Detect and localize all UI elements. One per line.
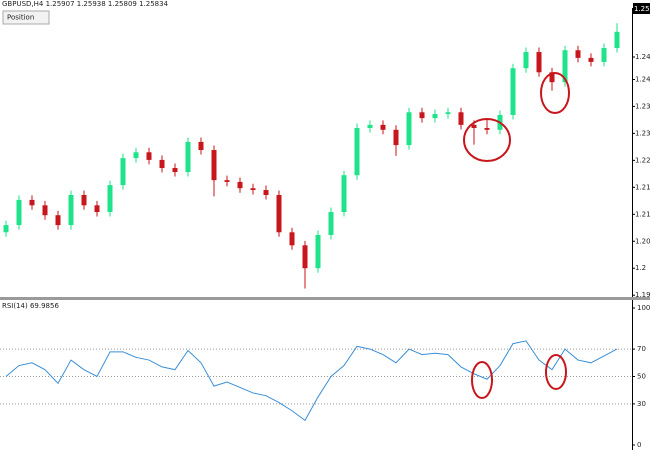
candle-body <box>588 57 594 62</box>
candle-body <box>419 112 425 119</box>
y-tick-label: 1.2 <box>635 264 646 272</box>
candle-body <box>536 52 542 73</box>
position-button[interactable] <box>2 10 50 25</box>
panel-separator <box>0 297 650 300</box>
candle-body <box>263 190 269 195</box>
candle-body <box>432 114 438 119</box>
y-tick-label: 1.218 <box>635 183 650 191</box>
candle-body <box>68 194 74 226</box>
rsi-line <box>5 340 618 422</box>
candle-body <box>601 48 607 62</box>
candle-body <box>471 124 477 129</box>
candle-body <box>484 128 490 130</box>
candle-body <box>367 124 373 129</box>
candle-body <box>250 188 256 191</box>
candle-body <box>172 168 178 173</box>
last-price-box <box>633 3 650 14</box>
y-tick-label: 1.194 <box>635 291 650 299</box>
y-tick-label: 1.247 <box>635 53 650 61</box>
last-price-label: 1.258 <box>634 5 650 13</box>
candle-body <box>29 199 35 206</box>
candle-body <box>458 112 464 125</box>
candle-body <box>445 112 451 115</box>
candle-body <box>549 72 555 83</box>
candle-body <box>523 52 529 69</box>
candle-body <box>276 194 282 233</box>
y-tick-label: 1.206 <box>635 237 650 245</box>
candle-body <box>107 185 113 213</box>
y-tick-label: 70 <box>637 345 646 353</box>
candle-body <box>315 234 321 269</box>
candle-body <box>55 215 61 226</box>
candle-body <box>146 152 152 160</box>
candle-body <box>302 245 308 269</box>
candle-body <box>341 175 347 213</box>
candle-body <box>94 205 100 213</box>
candle-body <box>614 31 620 49</box>
candle-body <box>3 225 9 233</box>
candle-body <box>562 50 568 83</box>
y-tick-label: 1.242 <box>635 75 650 83</box>
y-tick-label: 1.212 <box>635 210 650 218</box>
rsi-label: RSI(14) 69.9856 <box>2 302 59 310</box>
annotations <box>463 72 570 399</box>
y-tick-label: 1.23 <box>635 129 650 137</box>
highlight-circle <box>471 361 493 399</box>
candle-body <box>120 158 126 186</box>
candle-body <box>16 199 22 226</box>
y-tick-label: 0 <box>637 441 641 449</box>
candle-body <box>42 205 48 216</box>
y-tick-label: 30 <box>637 400 646 408</box>
y-tick-label: 50 <box>637 373 646 381</box>
highlight-circle <box>545 354 567 390</box>
symbol-header: GBPUSD,H4 1.25907 1.25938 1.25809 1.2583… <box>2 0 169 8</box>
y-tick-label: 1.236 <box>635 102 650 110</box>
y-tick-label: 1.224 <box>635 156 650 164</box>
highlight-circle <box>463 118 511 162</box>
candle-body <box>328 212 334 235</box>
candle-body <box>393 129 399 146</box>
candle-body <box>510 68 516 115</box>
highlight-circle <box>540 72 570 114</box>
candle-body <box>198 141 204 151</box>
candle-body <box>289 232 295 246</box>
candle-body <box>237 181 243 189</box>
y-tick-label: 100 <box>637 304 650 312</box>
candle-body <box>211 150 217 181</box>
candle-body <box>354 128 360 176</box>
candle-body <box>185 141 191 173</box>
candle-body <box>133 152 139 159</box>
candle-body <box>81 194 87 206</box>
position-button-label[interactable]: Position <box>7 14 34 22</box>
candle-body <box>224 180 230 182</box>
candle-body <box>159 159 165 169</box>
candle-body <box>406 112 412 146</box>
candle-body <box>380 124 386 130</box>
candle-body <box>575 50 581 58</box>
